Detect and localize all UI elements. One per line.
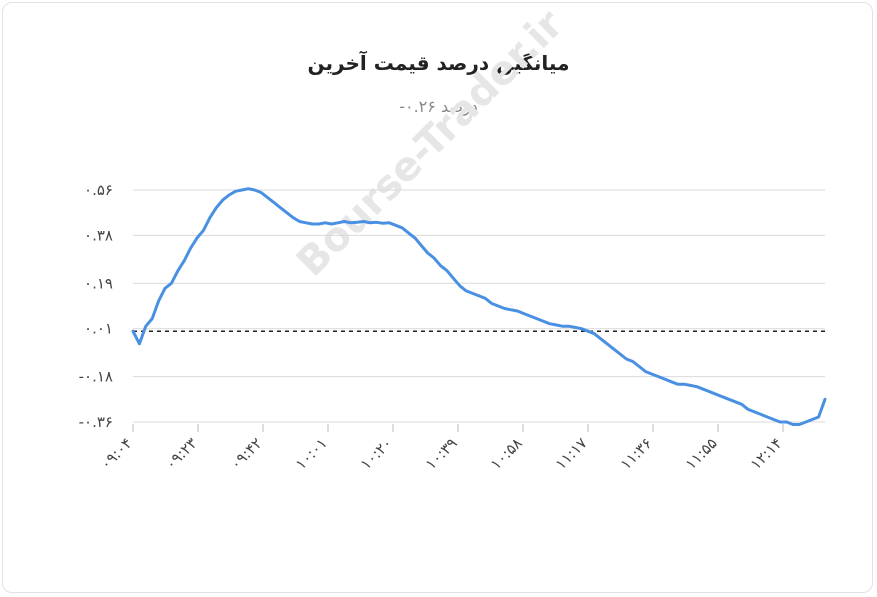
chart-title: میانگین درصد قیمت آخرین xyxy=(307,51,570,75)
y-tick-label: ۰.۱۹ xyxy=(84,274,113,292)
x-tick-label: ۱۱:۳۶ xyxy=(617,434,656,473)
x-tick-label: ۰۹:۰۴ xyxy=(97,434,136,473)
x-tick-label: ۱۰:۳۹ xyxy=(422,434,461,473)
y-tick-label: -۰.۳۶ xyxy=(79,413,113,431)
series-line xyxy=(131,187,827,426)
y-tick-label: ۰.۵۶ xyxy=(84,181,113,199)
x-tick-label: ۱۰:۰۱ xyxy=(292,434,331,473)
x-tick-label: ۰۹:۲۳ xyxy=(162,434,201,473)
y-tick-label: ۰.۳۸ xyxy=(84,226,113,244)
x-tick-label: ۱۱:۵۵ xyxy=(682,434,721,473)
x-tick-label: ۱۱:۱۷ xyxy=(552,434,591,473)
chart-subtitle: درصد ۰.۲۶- xyxy=(399,97,478,116)
x-tick-label: ۱۰:۲۰ xyxy=(357,434,396,473)
x-tick-label: ۱۲:۱۴ xyxy=(747,434,786,473)
y-tick-label: ۰.۰۱ xyxy=(84,320,113,338)
x-tick-label: ۰۹:۴۲ xyxy=(227,434,266,473)
x-tick-label: ۱۰:۵۸ xyxy=(487,434,526,473)
y-tick-label: -۰.۱۸ xyxy=(79,368,113,386)
